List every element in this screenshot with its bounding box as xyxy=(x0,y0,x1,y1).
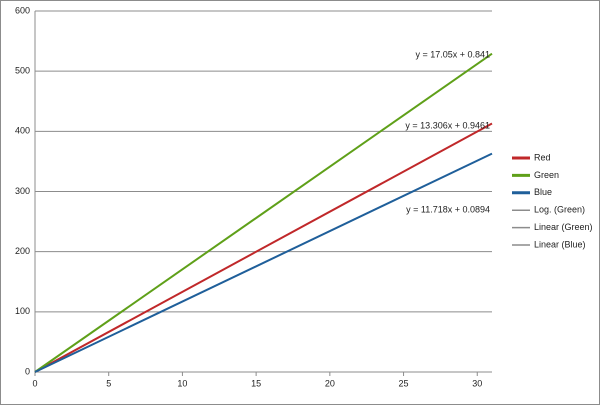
legend-label: Green xyxy=(534,170,559,180)
y-tick-label: 200 xyxy=(15,246,30,256)
legend-label: Red xyxy=(534,152,551,162)
legend-label: Blue xyxy=(534,187,552,197)
y-tick-label: 600 xyxy=(15,5,30,15)
legend-label: Log. (Green) xyxy=(534,205,585,215)
y-tick-label: 100 xyxy=(15,306,30,316)
trendline-equation: y = 11.718x + 0.0894 xyxy=(406,204,490,214)
y-tick-label: 0 xyxy=(25,366,30,376)
x-tick-label: 30 xyxy=(472,378,482,388)
legend-label: Linear (Green) xyxy=(534,222,593,232)
x-tick-label: 0 xyxy=(32,378,37,388)
trendline-equation: y = 17.05x + 0.841 xyxy=(415,49,490,59)
x-tick-label: 10 xyxy=(177,378,187,388)
series-line xyxy=(34,52,493,373)
x-tick-label: 20 xyxy=(325,378,335,388)
y-tick-label: 300 xyxy=(15,186,30,196)
series-line xyxy=(34,152,493,373)
x-tick-label: 5 xyxy=(106,378,111,388)
x-tick-label: 25 xyxy=(399,378,409,388)
x-tick-label: 15 xyxy=(251,378,261,388)
series-line xyxy=(34,122,493,373)
trendline-equation: y = 13.306x + 0.9461 xyxy=(405,120,490,130)
y-tick-label: 400 xyxy=(15,126,30,136)
y-tick-label: 500 xyxy=(15,66,30,76)
legend-label: Linear (Blue) xyxy=(534,239,586,249)
